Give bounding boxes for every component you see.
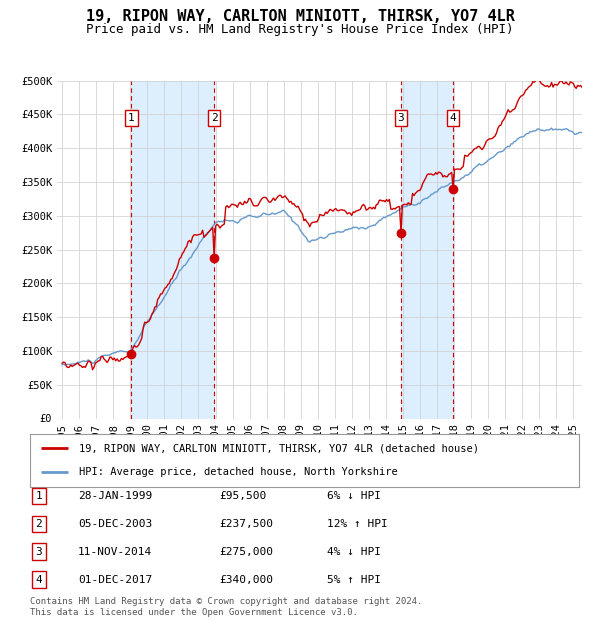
Text: Price paid vs. HM Land Registry's House Price Index (HPI): Price paid vs. HM Land Registry's House … [86, 23, 514, 36]
Text: 1: 1 [128, 113, 135, 123]
Text: 2: 2 [35, 519, 43, 529]
Text: 4% ↓ HPI: 4% ↓ HPI [327, 547, 381, 557]
Text: 05-DEC-2003: 05-DEC-2003 [78, 519, 152, 529]
Text: HPI: Average price, detached house, North Yorkshire: HPI: Average price, detached house, Nort… [79, 467, 398, 477]
Text: Contains HM Land Registry data © Crown copyright and database right 2024.
This d: Contains HM Land Registry data © Crown c… [30, 598, 422, 617]
Bar [131, 81, 214, 419]
Text: 5% ↑ HPI: 5% ↑ HPI [327, 575, 381, 585]
Text: 3: 3 [397, 113, 404, 123]
Text: 1: 1 [35, 491, 43, 501]
Text: £95,500: £95,500 [219, 491, 266, 501]
Text: 01-DEC-2017: 01-DEC-2017 [78, 575, 152, 585]
Text: 12% ↑ HPI: 12% ↑ HPI [327, 519, 388, 529]
Text: 4: 4 [449, 113, 456, 123]
Text: £275,000: £275,000 [219, 547, 273, 557]
Text: 11-NOV-2014: 11-NOV-2014 [78, 547, 152, 557]
Text: 3: 3 [35, 547, 43, 557]
Text: 2: 2 [211, 113, 218, 123]
Text: 6% ↓ HPI: 6% ↓ HPI [327, 491, 381, 501]
Text: 28-JAN-1999: 28-JAN-1999 [78, 491, 152, 501]
Text: 19, RIPON WAY, CARLTON MINIOTT, THIRSK, YO7 4LR: 19, RIPON WAY, CARLTON MINIOTT, THIRSK, … [86, 9, 514, 24]
Bar [401, 81, 453, 419]
Text: 4: 4 [35, 575, 43, 585]
Text: £340,000: £340,000 [219, 575, 273, 585]
Text: £237,500: £237,500 [219, 519, 273, 529]
Text: 19, RIPON WAY, CARLTON MINIOTT, THIRSK, YO7 4LR (detached house): 19, RIPON WAY, CARLTON MINIOTT, THIRSK, … [79, 443, 479, 453]
